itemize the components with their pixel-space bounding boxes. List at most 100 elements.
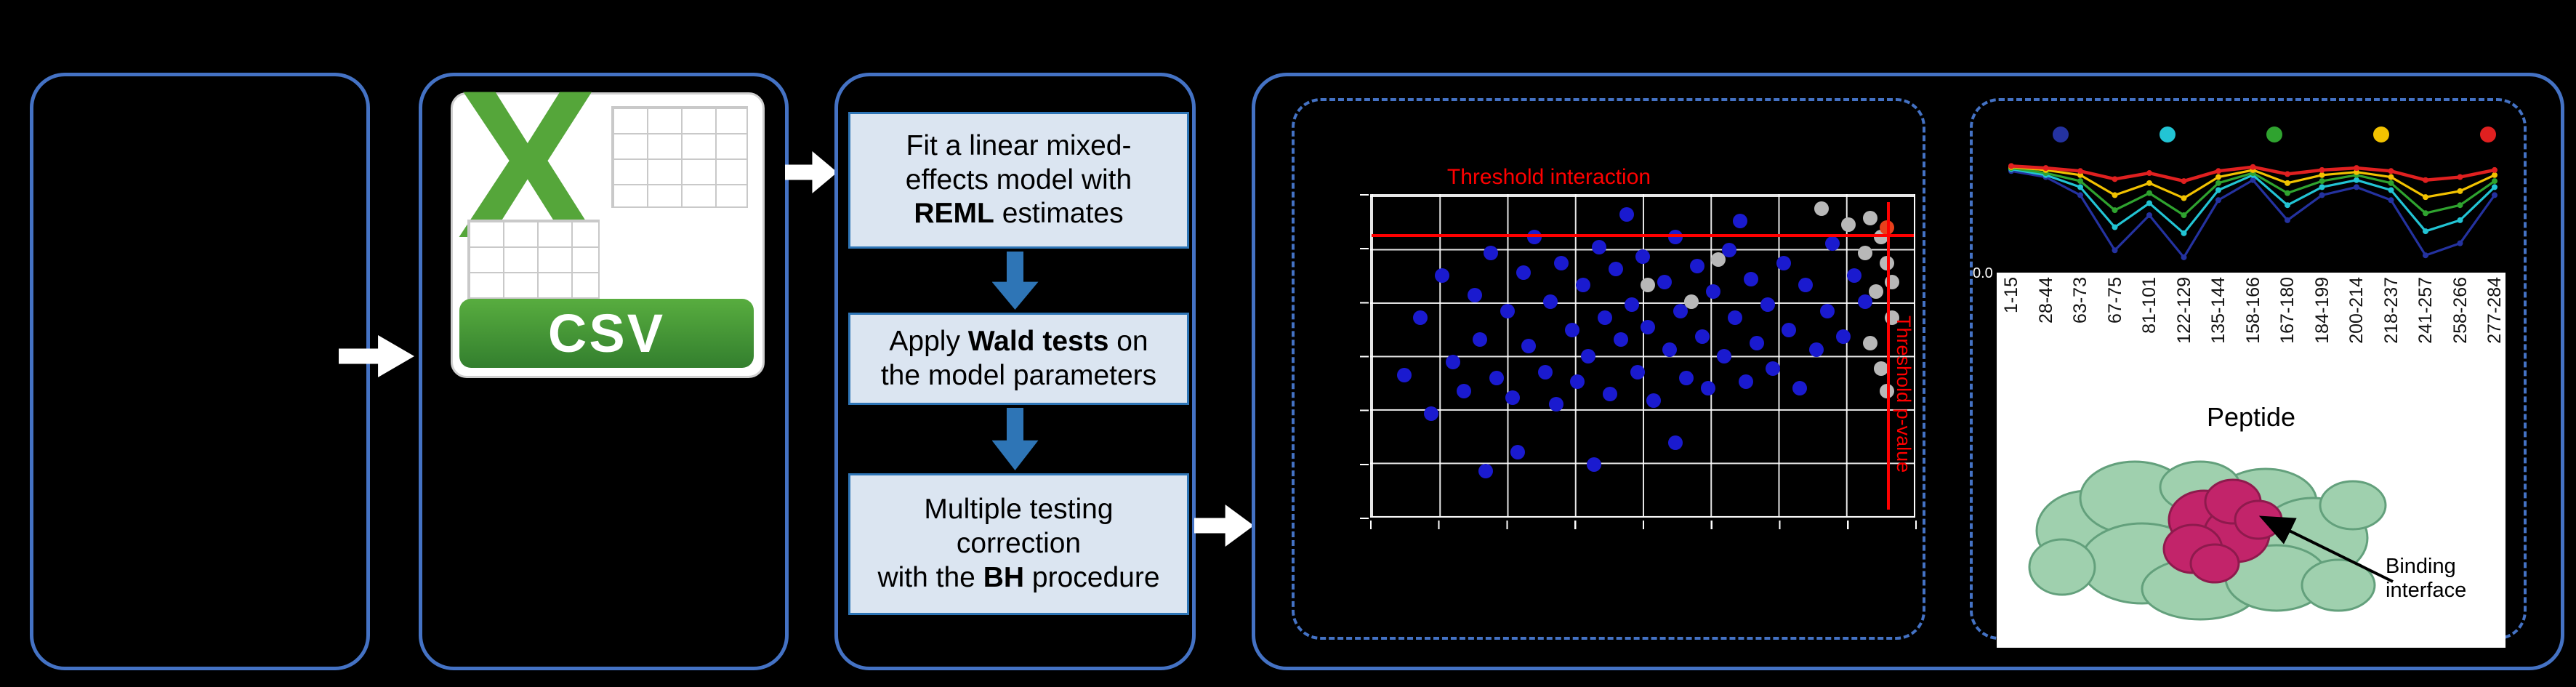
significant-point xyxy=(1619,207,1634,222)
significant-point xyxy=(1597,310,1612,325)
peptide-tick-label: 241-257 xyxy=(2415,277,2436,344)
csv-file-icon: X CSV xyxy=(451,59,765,378)
significant-point xyxy=(1625,297,1640,312)
significant-point xyxy=(1705,284,1720,300)
step-line: the model parameters xyxy=(880,359,1157,391)
significant-point xyxy=(1857,294,1872,309)
not-significant-point xyxy=(1863,210,1878,225)
spreadsheet-grid-icon xyxy=(467,220,600,300)
legend-dot xyxy=(2160,126,2175,142)
step-wald-tests: Apply Wald tests on the model parameters xyxy=(848,313,1189,405)
panel-input xyxy=(30,73,370,670)
significant-point xyxy=(1641,319,1656,334)
significant-point xyxy=(1744,271,1759,286)
significant-point xyxy=(1760,297,1775,312)
significant-point xyxy=(1776,255,1791,270)
threshold-interaction-line xyxy=(1372,233,1914,237)
peptide-tick-label: 200-214 xyxy=(2346,277,2367,344)
significant-point xyxy=(1608,262,1623,277)
significant-point xyxy=(1722,242,1737,257)
y-axis-ticks xyxy=(1360,194,1369,519)
panel-results: Threshold interaction Threshold p-value … xyxy=(1252,73,2564,670)
significant-point xyxy=(1543,294,1558,309)
significant-point xyxy=(1716,348,1731,363)
x-axis-ticks xyxy=(1370,521,1917,529)
significant-point xyxy=(1635,249,1650,264)
significant-point xyxy=(1478,464,1493,479)
significant-point xyxy=(1825,236,1840,252)
timepoint-legend xyxy=(2053,126,2496,142)
not-significant-point xyxy=(1868,284,1883,300)
significant-point xyxy=(1749,335,1764,350)
significant-point xyxy=(1646,393,1661,409)
peptide-tick-label: 167-180 xyxy=(2277,277,2298,344)
not-significant-point xyxy=(1711,252,1726,268)
significant-point xyxy=(1782,323,1797,338)
significant-point xyxy=(1505,390,1520,405)
significant-point xyxy=(1673,303,1689,318)
peptide-tick-label: 184-199 xyxy=(2311,277,2333,344)
panel-csv: X CSV xyxy=(419,59,789,670)
not-significant-point xyxy=(1684,294,1699,309)
step-multiple-testing: Multiple testing correction with the BH … xyxy=(848,473,1189,615)
significant-point xyxy=(1798,278,1813,293)
significant-point xyxy=(1700,380,1715,395)
significant-point xyxy=(1667,230,1683,245)
significant-point xyxy=(1836,329,1851,345)
binding-interface-region xyxy=(2162,478,2283,584)
not-significant-point xyxy=(1841,217,1856,232)
flow-arrow-2 xyxy=(785,151,837,193)
significant-point xyxy=(1727,310,1742,325)
legend-dot xyxy=(2480,126,2496,142)
peptide-tick-label: 122-129 xyxy=(2173,277,2194,344)
significant-point xyxy=(1695,329,1710,345)
threshold-pvalue-label: Threshold p-value xyxy=(1893,316,1915,473)
significant-point xyxy=(1456,384,1471,398)
legend-dot xyxy=(2373,126,2389,142)
significant-point xyxy=(1614,332,1629,347)
step-line: with the BH procedure xyxy=(877,561,1160,593)
step-line: Multiple testing xyxy=(924,494,1114,526)
down-arrow xyxy=(991,252,1039,310)
significant-point xyxy=(1603,387,1618,402)
not-significant-point xyxy=(1863,335,1878,350)
significant-point xyxy=(1554,255,1569,270)
significant-point xyxy=(1510,444,1526,459)
significant-point xyxy=(1586,457,1601,473)
step-line: effects model with xyxy=(905,164,1132,196)
peptide-tick-label: 63-73 xyxy=(2070,277,2090,324)
step-line: correction xyxy=(956,528,1082,560)
significant-point xyxy=(1766,361,1781,377)
significant-point xyxy=(1846,268,1861,284)
down-arrow xyxy=(991,408,1039,470)
peptide-tick-label: 258-266 xyxy=(2450,277,2471,344)
spreadsheet-grid-icon xyxy=(611,106,748,208)
flow-arrow-3 xyxy=(1194,505,1254,547)
peptide-tick-label: 135-144 xyxy=(2208,277,2229,344)
significant-point xyxy=(1413,310,1428,325)
peptide-tick-label: 1-15 xyxy=(2001,277,2021,314)
panel-methods: Fit a linear mixed- effects model with R… xyxy=(834,73,1196,670)
significant-point xyxy=(1733,214,1748,229)
significant-point xyxy=(1575,278,1590,293)
csv-banner: CSV xyxy=(459,299,754,368)
threshold-pvalue-line xyxy=(1886,201,1890,510)
binding-interface-label: Binding interface xyxy=(2386,555,2467,603)
significant-point xyxy=(1484,246,1499,261)
significant-point xyxy=(1500,303,1515,318)
significant-point xyxy=(1396,367,1412,382)
significant-point xyxy=(1434,268,1449,284)
peptide-tick-label: 81-101 xyxy=(2139,277,2160,334)
significant-point xyxy=(1570,374,1585,389)
threshold-interaction-label: Threshold interaction xyxy=(1446,165,1651,189)
significant-point xyxy=(1689,259,1704,274)
legend-dot xyxy=(2053,126,2069,142)
significant-point xyxy=(1667,435,1683,450)
significant-point xyxy=(1473,332,1488,347)
not-significant-point xyxy=(1857,246,1872,261)
significant-point xyxy=(1819,303,1835,318)
significant-point xyxy=(1489,371,1504,386)
significant-point xyxy=(1581,348,1596,363)
step-fit-model: Fit a linear mixed- effects model with R… xyxy=(848,112,1189,249)
significant-point xyxy=(1521,339,1537,354)
